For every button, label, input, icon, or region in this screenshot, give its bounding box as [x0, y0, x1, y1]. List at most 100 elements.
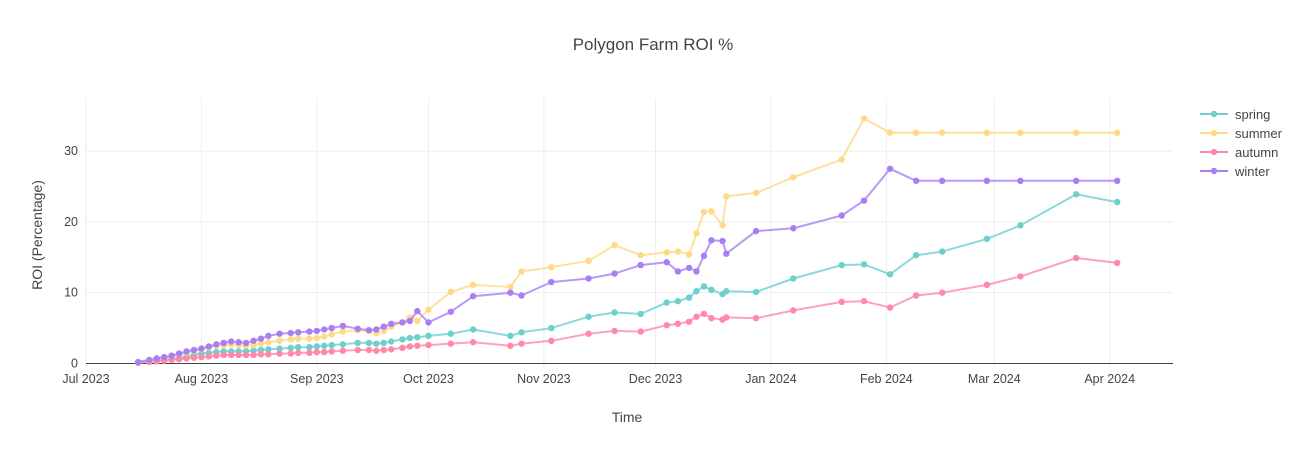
data-point-summer[interactable] [938, 129, 946, 136]
data-point-summer[interactable] [313, 334, 321, 342]
data-point-summer[interactable] [328, 331, 335, 338]
data-point-summer[interactable] [860, 115, 868, 122]
data-point-winter[interactable] [198, 345, 205, 352]
data-point-spring[interactable] [700, 283, 708, 290]
data-point-autumn[interactable] [175, 356, 183, 363]
data-point-autumn[interactable] [235, 351, 242, 359]
data-point-winter[interactable] [518, 292, 525, 299]
data-point-spring[interactable] [265, 346, 272, 353]
data-point-winter[interactable] [548, 278, 555, 286]
data-point-winter[interactable] [175, 350, 183, 357]
data-point-winter[interactable] [663, 259, 670, 266]
data-point-autumn[interactable] [693, 313, 700, 320]
data-point-spring[interactable] [354, 339, 361, 347]
data-point-summer[interactable] [265, 339, 272, 346]
data-point-spring[interactable] [838, 261, 845, 269]
data-point-summer[interactable] [637, 251, 644, 259]
data-point-winter[interactable] [790, 225, 797, 232]
data-point-spring[interactable] [287, 344, 294, 352]
data-point-winter[interactable] [708, 237, 715, 244]
data-point-spring[interactable] [860, 261, 868, 268]
data-point-winter[interactable] [719, 237, 726, 245]
data-point-spring[interactable] [1113, 198, 1121, 206]
data-point-autumn[interactable] [507, 342, 514, 349]
data-point-summer[interactable] [685, 251, 693, 258]
data-point-summer[interactable] [663, 249, 670, 256]
data-point-winter[interactable] [700, 252, 708, 260]
data-point-winter[interactable] [1113, 177, 1121, 185]
data-point-winter[interactable] [321, 326, 328, 333]
data-point-autumn[interactable] [265, 351, 272, 358]
data-point-spring[interactable] [321, 342, 328, 349]
data-point-winter[interactable] [938, 177, 946, 185]
data-point-winter[interactable] [637, 261, 644, 269]
data-point-winter[interactable] [160, 353, 168, 361]
data-point-summer[interactable] [518, 268, 525, 275]
data-point-autumn[interactable] [220, 351, 227, 359]
data-point-autumn[interactable] [313, 348, 321, 356]
data-point-autumn[interactable] [354, 346, 361, 354]
data-point-summer[interactable] [414, 317, 421, 325]
data-point-spring[interactable] [406, 334, 414, 342]
data-point-autumn[interactable] [276, 350, 283, 357]
data-point-summer[interactable] [548, 263, 555, 271]
data-point-spring[interactable] [708, 286, 715, 294]
data-point-summer[interactable] [447, 288, 455, 296]
data-point-spring[interactable] [1017, 222, 1024, 229]
data-point-summer[interactable] [1017, 129, 1024, 136]
data-point-autumn[interactable] [190, 354, 198, 361]
data-point-spring[interactable] [723, 288, 730, 295]
data-point-autumn[interactable] [406, 343, 414, 350]
data-point-summer[interactable] [983, 129, 991, 136]
data-point-winter[interactable] [134, 358, 142, 366]
data-point-spring[interactable] [313, 343, 321, 350]
data-point-winter[interactable] [153, 355, 160, 362]
data-point-autumn[interactable] [373, 347, 380, 354]
data-point-autumn[interactable] [250, 351, 257, 359]
data-point-summer[interactable] [257, 340, 265, 347]
data-point-spring[interactable] [447, 330, 455, 337]
data-point-spring[interactable] [983, 235, 991, 243]
data-point-spring[interactable] [585, 313, 592, 320]
data-point-winter[interactable] [294, 329, 302, 336]
data-point-summer[interactable] [912, 129, 920, 136]
data-point-autumn[interactable] [294, 349, 302, 357]
data-point-winter[interactable] [328, 324, 335, 332]
data-point-autumn[interactable] [938, 289, 946, 296]
data-point-autumn[interactable] [198, 353, 205, 361]
data-point-winter[interactable] [447, 308, 455, 315]
data-point-winter[interactable] [339, 322, 347, 330]
data-point-winter[interactable] [287, 329, 294, 337]
data-point-spring[interactable] [518, 329, 525, 336]
data-point-winter[interactable] [242, 339, 250, 347]
data-point-spring[interactable] [328, 341, 335, 349]
data-point-autumn[interactable] [1113, 259, 1121, 267]
data-point-autumn[interactable] [380, 346, 388, 354]
data-point-winter[interactable] [190, 346, 198, 354]
data-point-summer[interactable] [306, 335, 313, 342]
data-point-autumn[interactable] [227, 351, 235, 359]
data-point-autumn[interactable] [685, 318, 693, 325]
data-point-spring[interactable] [469, 326, 477, 333]
data-point-winter[interactable] [276, 330, 283, 337]
data-point-autumn[interactable] [1017, 273, 1024, 280]
data-point-autumn[interactable] [708, 314, 715, 322]
data-point-summer[interactable] [425, 306, 432, 313]
data-point-winter[interactable] [469, 293, 477, 300]
data-point-winter[interactable] [257, 335, 265, 342]
data-point-spring[interactable] [380, 339, 388, 347]
data-point-winter[interactable] [414, 307, 421, 315]
data-point-spring[interactable] [306, 343, 313, 351]
data-point-spring[interactable] [663, 299, 670, 306]
data-point-winter[interactable] [265, 332, 272, 340]
data-point-autumn[interactable] [287, 350, 294, 357]
data-point-spring[interactable] [674, 297, 682, 305]
data-point-winter[interactable] [213, 341, 220, 348]
legend-item-winter[interactable]: winter [1200, 164, 1270, 179]
data-point-autumn[interactable] [886, 304, 894, 311]
data-point-winter[interactable] [983, 177, 991, 185]
data-point-autumn[interactable] [723, 314, 730, 321]
data-point-autumn[interactable] [321, 348, 328, 356]
data-point-autumn[interactable] [611, 327, 618, 335]
data-point-summer[interactable] [321, 333, 328, 340]
